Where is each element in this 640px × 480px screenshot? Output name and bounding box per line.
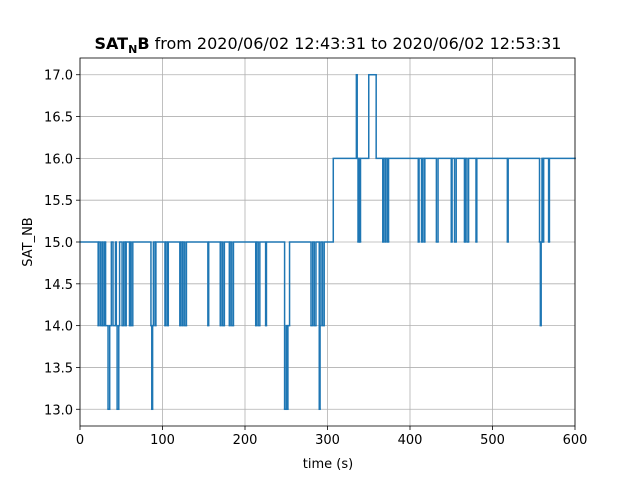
y-tick-label: 16.5: [44, 111, 73, 126]
x-tick-label: 200: [233, 433, 258, 448]
y-tick-label: 13.5: [44, 361, 73, 376]
y-tick-label: 15.0: [44, 236, 73, 251]
x-tick-label: 600: [563, 433, 588, 448]
chart-title: SATNB from 2020/06/02 12:43:31 to 2020/0…: [95, 34, 562, 56]
y-tick-label: 14.5: [44, 278, 73, 293]
x-tick-label: 400: [398, 433, 423, 448]
x-tick-label: 100: [150, 433, 175, 448]
title-subscript: N: [128, 43, 137, 56]
x-tick-label: 500: [480, 433, 505, 448]
y-tick-label: 15.5: [44, 194, 73, 209]
x-tick-label: 300: [315, 433, 340, 448]
x-axis-label: time (s): [303, 457, 353, 472]
title-part: SAT: [95, 34, 129, 53]
title-part: from 2020/06/02 12:43:31 to 2020/06/02 1…: [150, 34, 562, 53]
y-tick-label: 13.0: [44, 403, 73, 418]
y-tick-label: 14.0: [44, 320, 73, 335]
plot-frame: [79, 57, 576, 427]
y-tick-label: 17.0: [44, 69, 73, 84]
y-axis-label: SAT_NB: [21, 217, 36, 266]
y-tick-label: 16.0: [44, 152, 73, 167]
title-part: B: [137, 34, 149, 53]
x-tick-label: 0: [76, 433, 84, 448]
